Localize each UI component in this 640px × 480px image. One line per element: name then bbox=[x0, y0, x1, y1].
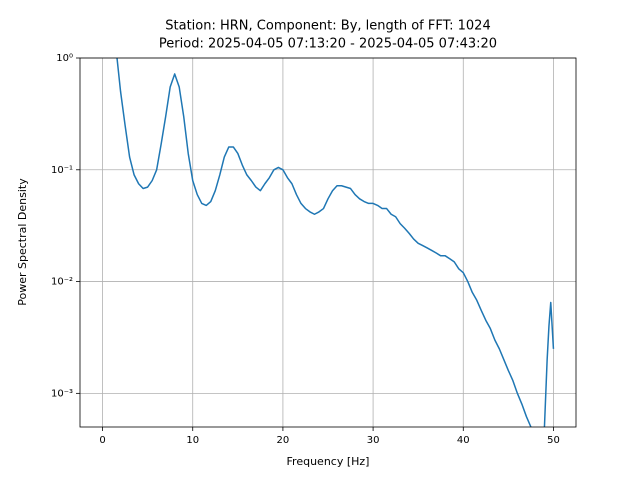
chart-subtitle: Period: 2025-04-05 07:13:20 - 2025-04-05… bbox=[159, 37, 497, 52]
x-axis-label: Frequency [Hz] bbox=[287, 455, 370, 468]
psd-line bbox=[116, 58, 555, 427]
chart-title: Station: HRN, Component: By, length of F… bbox=[165, 19, 490, 34]
x-tick-label: 50 bbox=[547, 435, 560, 446]
y-tick-label: 10⁻³ bbox=[51, 388, 73, 399]
x-tick-label: 0 bbox=[99, 435, 105, 446]
y-tick-label: 10⁻¹ bbox=[51, 165, 73, 176]
axes-frame bbox=[79, 57, 577, 428]
x-tick-label: 20 bbox=[277, 435, 290, 446]
x-tick-label: 30 bbox=[367, 435, 380, 446]
x-tick-label: 40 bbox=[457, 435, 470, 446]
y-tick-label: 10⁻² bbox=[51, 277, 73, 288]
plot-area bbox=[116, 58, 555, 427]
y-tick-label: 10⁰ bbox=[56, 53, 73, 64]
x-tick-label: 10 bbox=[186, 435, 199, 446]
y-axis-label: Power Spectral Density bbox=[16, 178, 29, 306]
